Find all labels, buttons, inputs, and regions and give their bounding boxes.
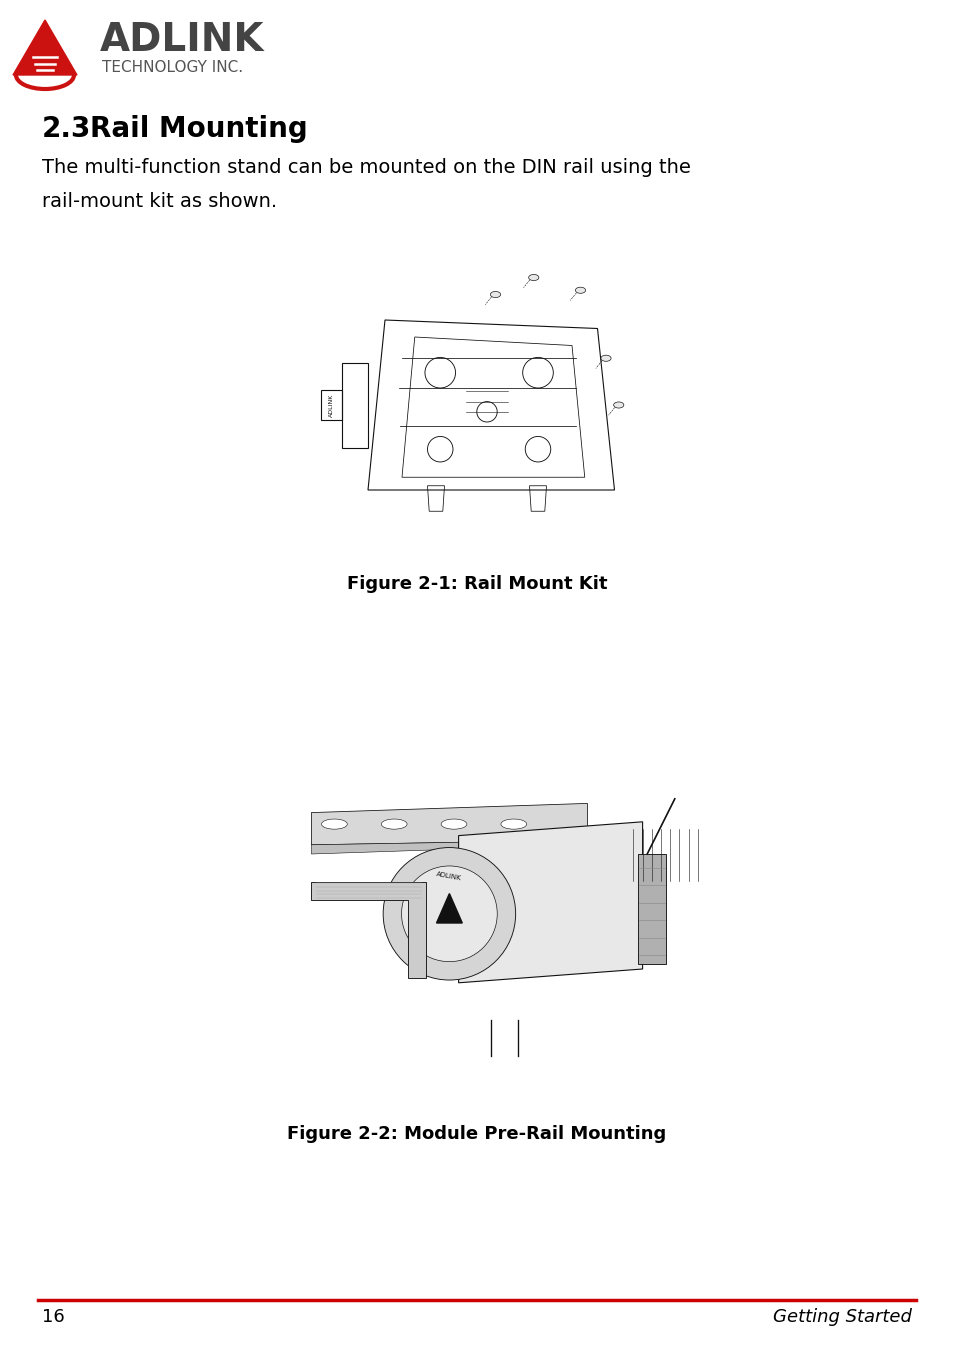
Polygon shape [311,882,426,979]
Ellipse shape [440,819,466,829]
Circle shape [401,867,497,961]
Text: ADLINK: ADLINK [329,393,334,416]
Ellipse shape [613,402,623,408]
Text: 2.3: 2.3 [42,115,91,143]
Ellipse shape [500,819,526,829]
Polygon shape [311,803,587,845]
Text: Figure 2-1: Rail Mount Kit: Figure 2-1: Rail Mount Kit [346,575,607,594]
Ellipse shape [600,356,611,361]
Polygon shape [311,840,587,854]
Text: Getting Started: Getting Started [772,1307,911,1326]
Ellipse shape [528,274,538,281]
Text: 16: 16 [42,1307,65,1326]
Ellipse shape [381,819,407,829]
Text: ADLINK: ADLINK [100,22,264,59]
Text: Figure 2-2: Module Pre-Rail Mounting: Figure 2-2: Module Pre-Rail Mounting [287,1125,666,1142]
Polygon shape [13,20,77,74]
Text: ADLINK: ADLINK [436,871,462,882]
Polygon shape [638,854,665,964]
Polygon shape [436,894,462,923]
Text: rail-mount kit as shown.: rail-mount kit as shown. [42,192,276,211]
Text: TECHNOLOGY INC.: TECHNOLOGY INC. [102,59,243,74]
Circle shape [383,848,516,980]
Ellipse shape [321,819,347,829]
Text: Rail Mounting: Rail Mounting [90,115,308,143]
Polygon shape [458,822,642,983]
Text: The multi-function stand can be mounted on the DIN rail using the: The multi-function stand can be mounted … [42,158,690,177]
Ellipse shape [575,287,585,293]
Ellipse shape [490,292,500,297]
